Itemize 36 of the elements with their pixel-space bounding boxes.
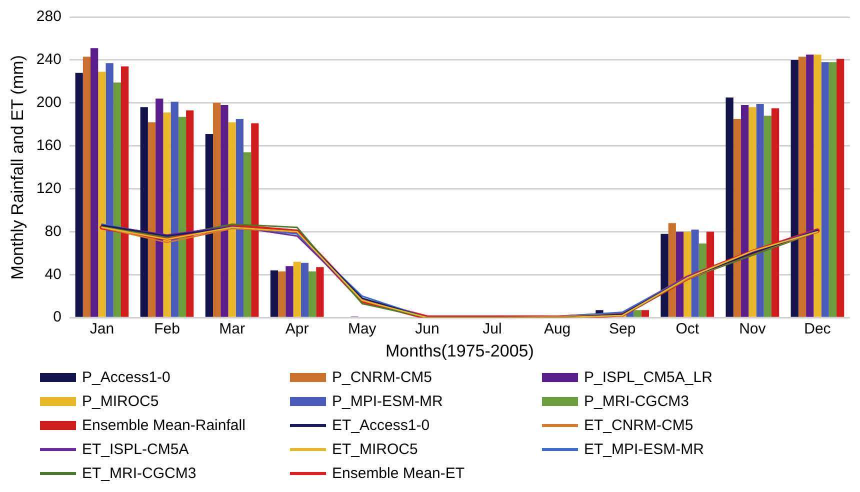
y-axis-title: Monthly Rainfall and ET (mm) [8, 55, 27, 280]
y-tick-label: 40 [44, 266, 62, 283]
y-tick-label: 0 [53, 308, 62, 326]
x-tick-label: Feb [154, 320, 180, 338]
legend-label: Ensemble Mean-Rainfall [82, 416, 246, 434]
y-tick-label: 80 [44, 222, 62, 240]
x-tick-label: Jul [482, 320, 502, 338]
x-axis-title: Months(1975-2005) [386, 341, 534, 360]
y-tick-label: 160 [36, 136, 62, 154]
legend-label: P_CNRM-CM5 [332, 368, 432, 386]
y-tick-label: 120 [36, 180, 62, 197]
legend-label: ET_MIROC5 [332, 440, 418, 458]
x-tick-label: Dec [804, 320, 832, 338]
x-tick-label: Jun [415, 320, 440, 338]
legend-label: Ensemble Mean-ET [332, 464, 465, 482]
x-tick-label: May [348, 320, 377, 338]
x-tick-label: Mar [219, 320, 245, 338]
x-tick-label: Jan [90, 320, 114, 338]
y-tick-label: 240 [36, 51, 62, 68]
legend-label: P_ISPL_CM5A_LR [584, 368, 712, 386]
legend-label: ET_MRI-CGCM3 [82, 464, 196, 482]
x-tick-label: Oct [676, 320, 700, 338]
legend-label: ET_CNRM-CM5 [584, 416, 694, 434]
legend-label: ET_MPI-ESM-MR [584, 440, 704, 458]
legend-label: P_MRI-CGCM3 [584, 392, 690, 410]
y-tick-label: 200 [36, 94, 62, 112]
legend-label: ET_ISPL-CM5A [82, 440, 189, 458]
legend-label: P_Access1-0 [82, 368, 170, 386]
x-tick-label: Apr [285, 320, 309, 338]
x-tick-label: Aug [544, 320, 571, 338]
legend-label: ET_Access1-0 [332, 416, 430, 434]
x-tick-label: Sep [608, 320, 636, 338]
x-tick-label: Nov [739, 320, 766, 338]
y-tick-label: 280 [36, 8, 62, 26]
legend-label: P_MPI-ESM-MR [332, 392, 443, 410]
legend-label: P_MIROC5 [82, 392, 159, 410]
